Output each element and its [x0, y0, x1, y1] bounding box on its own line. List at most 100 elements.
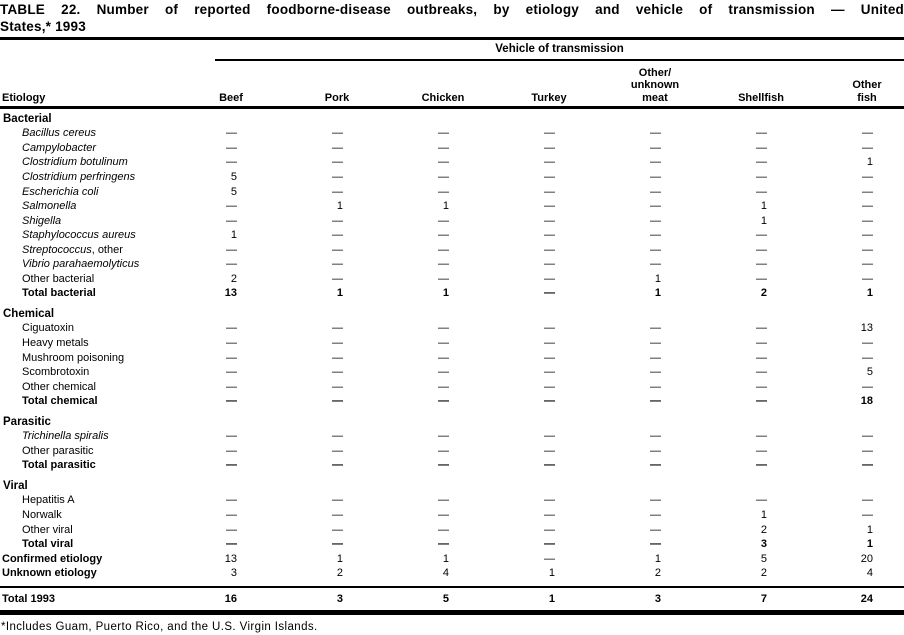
cell-turkey: —: [544, 523, 555, 536]
cell-pork: —: [332, 127, 343, 140]
cell-beef: —: [226, 258, 237, 271]
cell-turkey: —: [544, 380, 555, 393]
cell-pork: 1: [336, 287, 343, 300]
cell-pork: 3: [336, 592, 343, 605]
cell-beef: 5: [230, 170, 237, 183]
row-label: Other chemical: [0, 381, 162, 394]
cell-other-unknown-meat: 3: [654, 592, 661, 605]
table-row-other-parasitic: Other parasitic — — — — — — —: [0, 444, 904, 459]
cell-pork: —: [332, 380, 343, 393]
cell-other-unknown-meat: 1: [654, 272, 661, 285]
cell-chicken: —: [438, 459, 449, 472]
cell-pork: —: [332, 185, 343, 198]
column-header-chicken-line: Chicken: [421, 91, 465, 104]
cell-other-unknown-meat: —: [650, 538, 661, 551]
table-row-scombrotoxin: Scombrotoxin — — — — — — 5: [0, 365, 904, 380]
table-row-total-viral: Total viral — — — — — 3 1: [0, 537, 904, 552]
table-row-other-bacterial: Other bacterial 2 — — — 1 — —: [0, 272, 904, 287]
cell-turkey: —: [544, 141, 555, 154]
table-row-confirmed-etiology: Confirmed etiology 13 1 1 — 1 5 20: [0, 552, 904, 567]
cell-other-unknown-meat: —: [650, 366, 661, 379]
column-header-other-unknown-meat: Other/unknown meat: [586, 67, 692, 105]
cell-other-unknown-meat: —: [650, 200, 661, 213]
cell-turkey: —: [544, 459, 555, 472]
cell-chicken: —: [438, 494, 449, 507]
row-label: Norwalk: [0, 509, 162, 522]
column-header-other-unknown-meat-line: Other/: [638, 66, 672, 79]
cell-turkey: —: [544, 322, 555, 335]
cell-turkey: 1: [548, 592, 555, 605]
cell-other-unknown-meat: —: [650, 523, 661, 536]
cell-shellfish: —: [756, 185, 767, 198]
cell-pork: —: [332, 229, 343, 242]
cell-shellfish: —: [756, 258, 767, 271]
row-label: Ciguatoxin: [0, 322, 162, 335]
cell-turkey: —: [544, 287, 555, 300]
row-label-text: Hepatitis A: [22, 494, 75, 507]
table-row-clostridium-perfringens: Clostridium perfringens 5 — — — — — —: [0, 170, 904, 185]
cell-other-unknown-meat: —: [650, 258, 661, 271]
cell-shellfish: —: [756, 366, 767, 379]
cell-chicken: —: [438, 156, 449, 169]
column-header-other-fish: Other fish: [798, 79, 904, 104]
cell-other-fish: —: [862, 380, 873, 393]
cell-other-unknown-meat: —: [650, 229, 661, 242]
cell-other-fish: —: [862, 351, 873, 364]
cell-other-unknown-meat: —: [650, 185, 661, 198]
row-label: Vibrio parahaemolyticus: [0, 258, 162, 271]
cell-beef: —: [226, 380, 237, 393]
cell-turkey: —: [544, 444, 555, 457]
row-label-italic: Shigella: [22, 214, 62, 227]
cell-turkey: —: [544, 494, 555, 507]
table-header: Vehicle of transmission Etiology Beef Por…: [0, 40, 904, 106]
cell-turkey: —: [544, 351, 555, 364]
row-label-italic: Staphylococcus aureus: [22, 229, 136, 242]
cell-pork: —: [332, 395, 343, 408]
cell-turkey: —: [544, 185, 555, 198]
row-label-text: Total 1993: [2, 592, 55, 605]
row-label-text: Other parasitic: [22, 444, 94, 457]
table-row-shigella: Shigella — — — — — 1 —: [0, 214, 904, 229]
section-header-bacterial: Bacterial: [0, 112, 904, 127]
cell-pork: —: [332, 494, 343, 507]
cell-other-fish: —: [862, 243, 873, 256]
row-label-text: Heavy metals: [22, 336, 89, 349]
cell-pork: —: [332, 336, 343, 349]
cell-other-unknown-meat: —: [650, 156, 661, 169]
row-label: Confirmed etiology: [0, 553, 162, 566]
cell-other-fish: 1: [866, 287, 873, 300]
table-row-heavy-metals: Heavy metals — — — — — — —: [0, 336, 904, 351]
cell-beef: —: [226, 127, 237, 140]
table-title-line-2: States,* 1993: [0, 18, 86, 34]
cell-beef: —: [226, 336, 237, 349]
cell-other-fish: —: [862, 170, 873, 183]
cell-beef: —: [226, 366, 237, 379]
cell-chicken: 4: [442, 567, 449, 580]
cell-chicken: —: [438, 141, 449, 154]
cell-other-fish: 24: [860, 592, 873, 605]
cell-beef: —: [226, 243, 237, 256]
cell-shellfish: —: [756, 322, 767, 335]
row-label-text: Confirmed etiology: [2, 552, 103, 565]
cell-beef: —: [226, 351, 237, 364]
table-row-norwalk: Norwalk — — — — — 1 —: [0, 508, 904, 523]
table-row-total-chemical: Total chemical — — — — — — 18: [0, 394, 904, 409]
row-label-text: Total viral: [22, 538, 74, 551]
row-label: Clostridium perfringens: [0, 171, 162, 184]
row-label-text: Ciguatoxin: [22, 322, 74, 335]
table-row-escherichia-coli: Escherichia coli 5 — — — — — —: [0, 185, 904, 200]
row-label: Bacillus cereus: [0, 127, 162, 140]
cell-chicken: —: [438, 185, 449, 198]
column-header-pork: Pork: [268, 92, 374, 105]
cell-other-unknown-meat: —: [650, 430, 661, 443]
cell-pork: —: [332, 523, 343, 536]
cell-beef: —: [226, 459, 237, 472]
table-row-salmonella: Salmonella — 1 1 — — 1 —: [0, 199, 904, 214]
cell-shellfish: —: [756, 430, 767, 443]
cell-other-fish: —: [862, 508, 873, 521]
cell-pork: —: [332, 508, 343, 521]
section-header-chemical: Chemical: [0, 307, 904, 322]
cell-beef: —: [226, 538, 237, 551]
cell-chicken: 1: [442, 287, 449, 300]
cell-chicken: —: [438, 508, 449, 521]
